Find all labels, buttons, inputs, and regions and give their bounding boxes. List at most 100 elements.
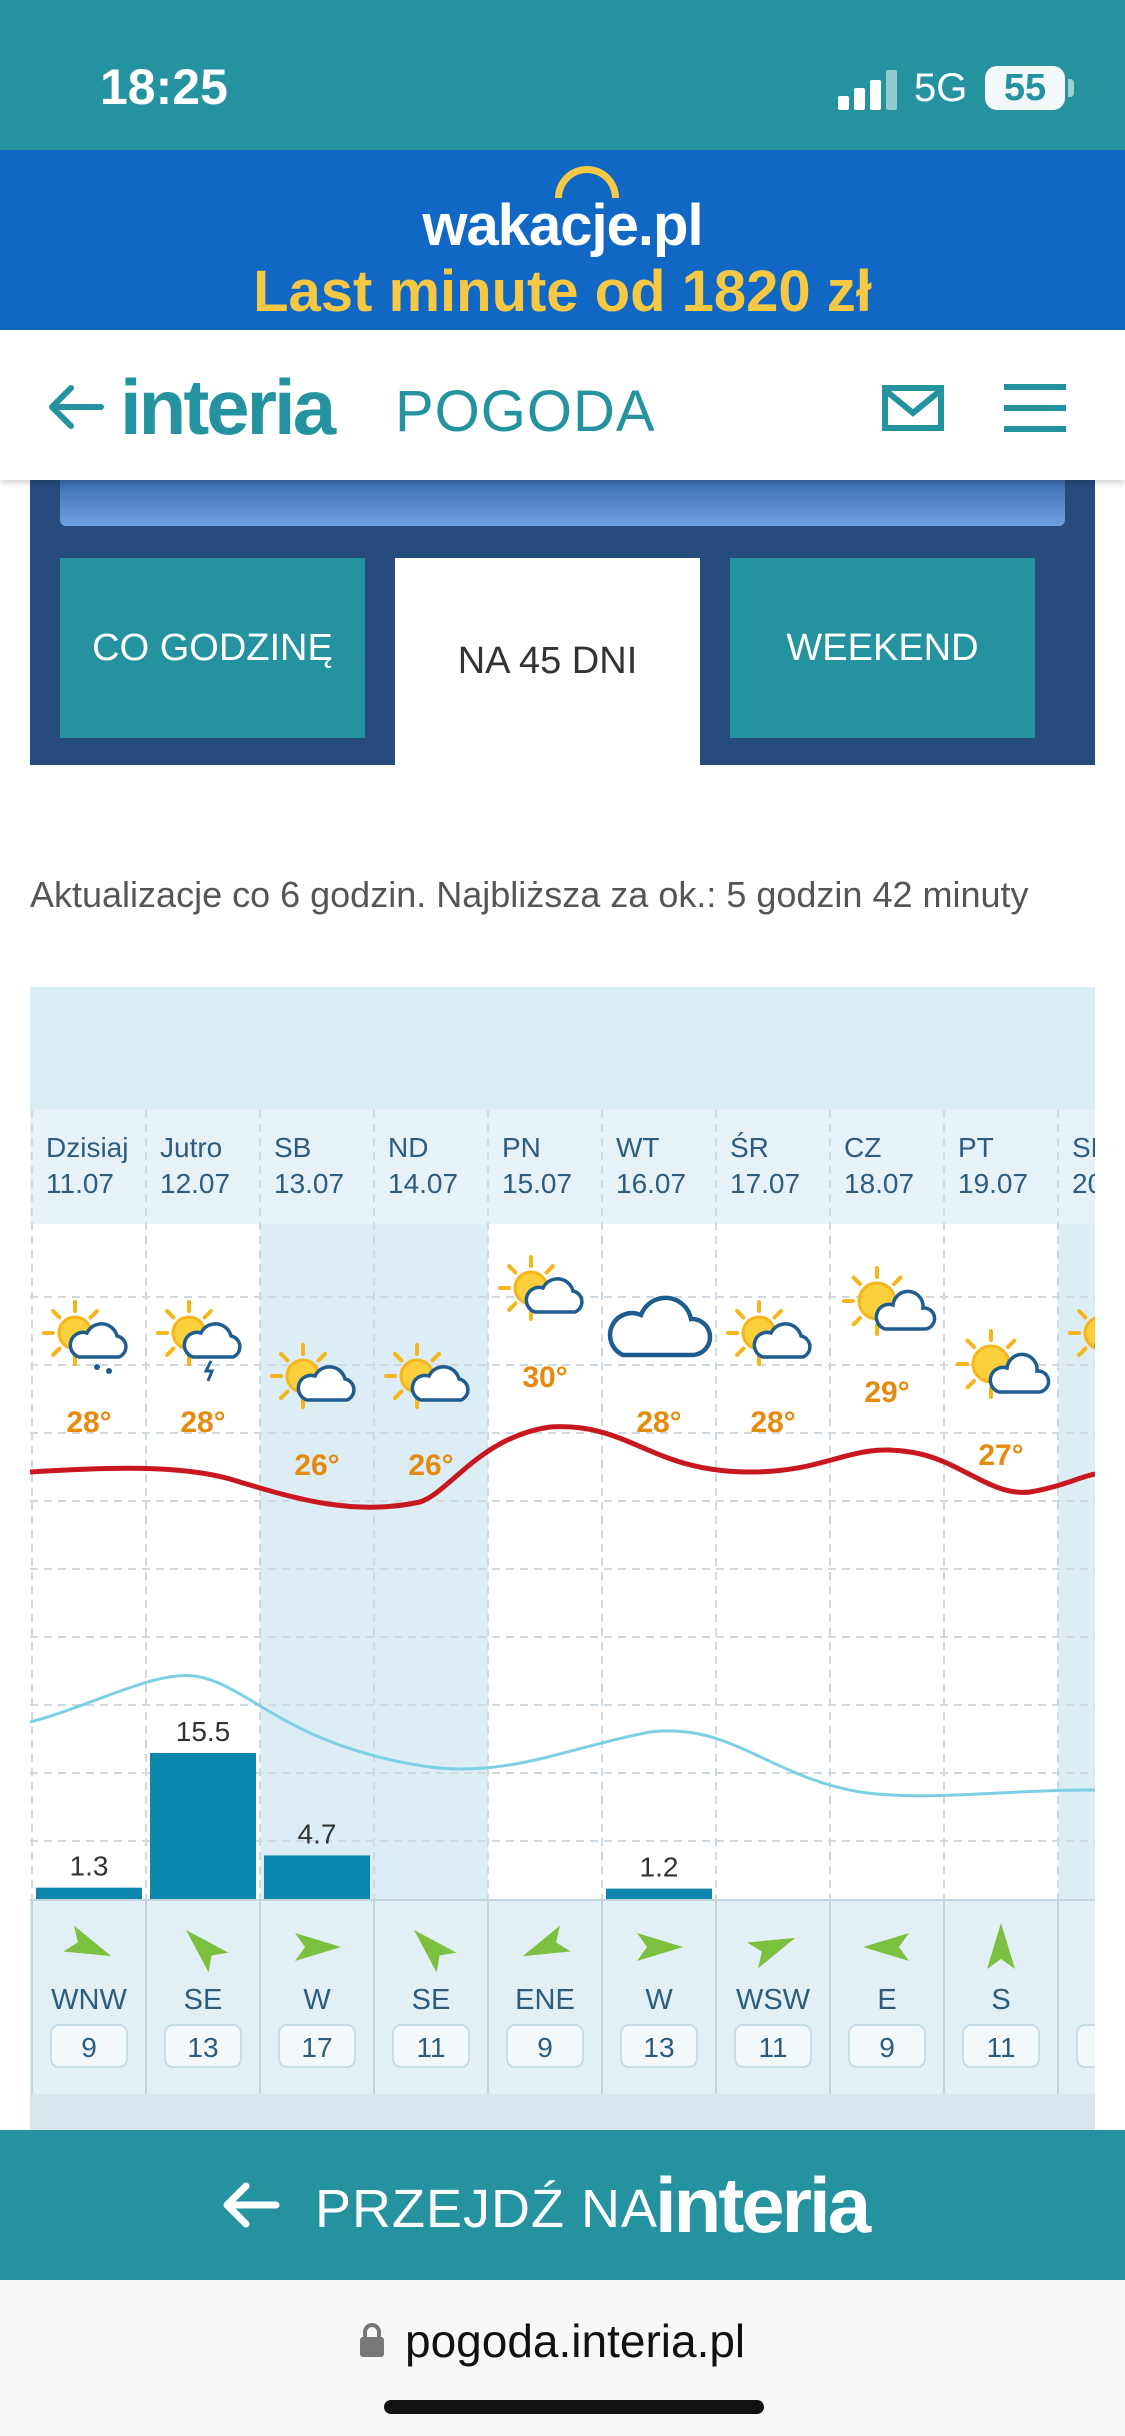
banner-logo: wakacje.pl (422, 193, 703, 258)
header-sky-image (60, 480, 1065, 526)
wind-arrow-icon (63, 1925, 112, 1957)
wind-arrow-icon (637, 1933, 683, 1961)
signal-icon (838, 70, 900, 110)
battery-icon: 55 (985, 66, 1065, 110)
date-label: 19.07 (958, 1168, 1028, 1199)
sun-cloud-icon (498, 1255, 584, 1321)
wind-speed-label: 13 (643, 2032, 674, 2063)
day-label: PT (958, 1132, 994, 1163)
wind-direction-label: WSW (736, 1984, 811, 2016)
wind-arrow-icon (522, 1925, 571, 1957)
back-arrow-icon (223, 2182, 280, 2228)
weekend-column (374, 1224, 488, 1911)
wind-speed-box (278, 2024, 356, 2068)
wind-speed-box (50, 2024, 128, 2068)
battery-nub (1068, 79, 1074, 97)
temperature-curve (30, 1424, 1095, 1510)
sun-cloud-icon (1068, 1309, 1095, 1357)
home-indicator[interactable] (384, 2400, 764, 2414)
wind-arrow-icon (414, 1930, 457, 1973)
back-arrow-icon[interactable] (45, 382, 105, 432)
day-label: SB (274, 1132, 311, 1163)
goto-interia-bar[interactable]: PRZEJDŹ NA interia (0, 2130, 1125, 2280)
temperature-label: 29° (864, 1376, 909, 1409)
wind-speed-label: 17 (301, 2032, 332, 2063)
ad-banner[interactable]: wakacje.pl Last minute od 1820 zł (0, 150, 1125, 330)
wind-speed-box (392, 2024, 470, 2068)
browser-url-bar[interactable]: pogoda.interia.pl (0, 2280, 1125, 2436)
tab-co-godzine[interactable]: CO GODZINĘ (60, 558, 365, 738)
mail-icon[interactable] (882, 385, 944, 431)
interia-logo[interactable]: interia (120, 363, 336, 451)
day-label: CZ (844, 1132, 881, 1163)
network-label: 5G (914, 66, 968, 110)
date-label: 15.07 (502, 1168, 572, 1199)
temperature-label: 28° (750, 1406, 795, 1439)
precipitation-bar (36, 1887, 142, 1900)
url-text: pogoda.interia.pl (405, 2315, 746, 2367)
day-label: ŚR (730, 1131, 769, 1163)
hamburger-menu-icon[interactable] (1004, 382, 1066, 434)
date-label: 11.07 (46, 1168, 114, 1199)
wind-direction-label: W (645, 1984, 673, 2016)
wind-direction-label: E (877, 1984, 896, 2016)
chart-date-row (30, 1110, 1095, 1224)
wind-arrow-icon (295, 1933, 341, 1961)
wind-arrow-icon (863, 1933, 909, 1961)
forecast-chart[interactable]: Dzisiaj 11.07 Jutro 12.07 SB 13.07 ND 14.07 PN 15… (30, 987, 1095, 2130)
footer-interia-logo: interia (655, 2161, 871, 2249)
site-header: interia POGODA (0, 330, 1125, 480)
precipitation-label: 4.7 (298, 1818, 337, 1849)
wind-arrow-icon (186, 1930, 229, 1973)
sun-cloud-rain-icon (42, 1300, 128, 1374)
temperature-label: 28° (66, 1406, 111, 1439)
wind-direction-label: W (303, 1984, 331, 2016)
temperature-label: 30° (522, 1361, 567, 1394)
wind-speed-label: 11 (758, 2032, 787, 2063)
update-note: Aktualizacje co 6 godzin. Najbliższa za … (30, 874, 1029, 915)
day-label: PN (502, 1132, 541, 1163)
wind-speed-label: 13 (187, 2032, 218, 2063)
precipitation-bar (606, 1888, 712, 1900)
date-label: 14.07 (388, 1168, 458, 1199)
precipitation-label: 15.5 (176, 1716, 231, 1747)
cloud-cover-curve (30, 1674, 1095, 1798)
day-label: WT (616, 1132, 660, 1163)
precipitation-label: 1.2 (640, 1852, 679, 1883)
cloud-icon (607, 1295, 713, 1358)
date-label: 17.07 (730, 1168, 800, 1199)
tab-weekend[interactable]: WEEKEND (730, 558, 1035, 738)
date-label: 20.07 (1072, 1168, 1095, 1199)
date-label: 13.07 (274, 1168, 344, 1199)
day-label: ND (388, 1132, 428, 1163)
lock-icon (360, 2323, 384, 2357)
wind-speed-box (506, 2024, 584, 2068)
wind-direction-label: WNW (51, 1984, 127, 2016)
tab-na-45-dni[interactable]: NA 45 DNI (395, 558, 700, 765)
temperature-label: 28° (636, 1406, 681, 1439)
sun-cloud-icon (384, 1343, 470, 1409)
precipitation-bar (150, 1753, 256, 1900)
wind-speed-box (620, 2024, 698, 2068)
wind-speed-box (848, 2024, 926, 2068)
sun-cloud-icon (726, 1300, 812, 1366)
wind-speed-label: 11 (416, 2032, 445, 2063)
sun-small-cloud-icon (956, 1329, 1051, 1399)
day-label: Dzisiaj (46, 1132, 128, 1163)
status-time: 18:25 (100, 59, 228, 115)
banner-promo: Last minute od 1820 zł (253, 259, 872, 324)
sun-small-cloud-icon (842, 1266, 937, 1336)
wind-arrow-icon (747, 1937, 796, 1969)
wind-speed-box (164, 2024, 242, 2068)
wind-speed-box (1076, 2024, 1095, 2068)
day-label: SB (1072, 1132, 1095, 1163)
forecast-tabs-panel: CO GODZINĘ NA 45 DNI WEEKEND (30, 480, 1095, 765)
wind-direction-label: ENE (515, 1984, 575, 2016)
temperature-label: 26° (294, 1449, 339, 1482)
wind-direction-label: SE (184, 1984, 223, 2016)
wind-speed-label: 9 (81, 2032, 97, 2063)
wind-speed-label: 9 (879, 2032, 895, 2063)
wind-direction-label: SE (412, 1984, 451, 2016)
date-label: 18.07 (844, 1168, 914, 1199)
wind-speed-box (962, 2024, 1040, 2068)
